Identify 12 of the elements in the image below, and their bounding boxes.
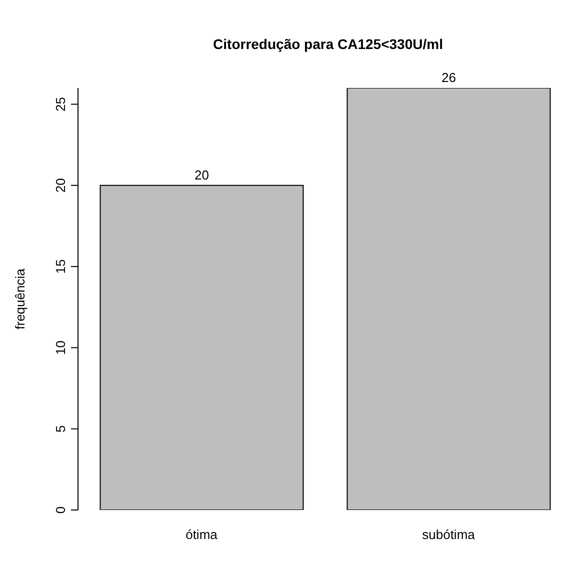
x-tick-label: ótima	[186, 527, 218, 542]
y-axis-title: frequência	[12, 268, 28, 330]
y-tick-label: 10	[53, 340, 68, 355]
chart-title: Citorredução para CA125<330U/ml	[212, 36, 444, 52]
y-tick-label: 20	[53, 178, 68, 193]
x-tick-label: subótima	[422, 527, 476, 542]
data-label: 26	[441, 70, 456, 85]
y-tick-label: 0	[53, 506, 68, 514]
y-tick-label: 15	[53, 259, 68, 274]
y-tick-label: 5	[53, 425, 68, 432]
data-label: 20	[194, 167, 209, 182]
y-tick-label: 25	[53, 96, 68, 112]
